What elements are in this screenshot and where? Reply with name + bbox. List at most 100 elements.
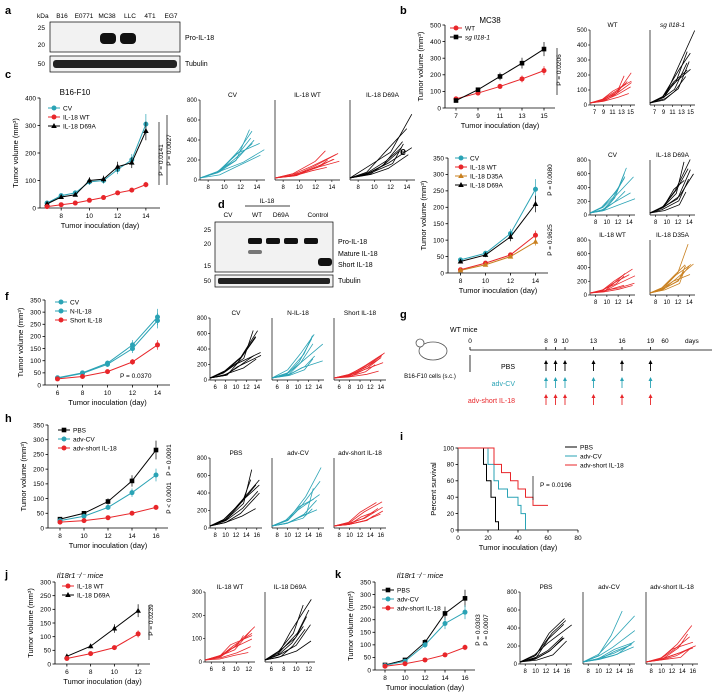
spag-y-tick-label: 400: [187, 138, 198, 144]
spaghetti-h-1: adv-CV 8 10 12 14 16: [271, 450, 324, 539]
spag-y-tick-label: 0: [204, 378, 208, 384]
x-axis-label: Tumor inoculation (day): [61, 221, 140, 230]
spag-title: Short IL-18: [344, 310, 377, 317]
blot-a-mw: 50: [38, 61, 46, 68]
legend-marker: [51, 105, 57, 111]
spaghetti-h-2: adv-short IL-18 8 10 12 14 16: [333, 450, 386, 539]
spag-title: IL-18 WT: [294, 92, 321, 99]
legend-label: PBS: [73, 427, 87, 434]
data-point-WT: [497, 83, 503, 89]
spag-line: [649, 265, 686, 294]
spag-x-tick-label: 14: [377, 385, 384, 391]
x-tick-label: 0: [456, 535, 460, 542]
chart-k-pval: P = 0.0303: [475, 614, 482, 646]
chart-i: 0 20 40 60 80 100 0 20 40 60 80 Tumor inoculation (…: [429, 444, 624, 552]
data-point-IL-18 WT: [135, 631, 141, 637]
x-tick-label: 12: [507, 278, 515, 285]
spag-x-tick-label: 14: [404, 185, 411, 191]
panel-letter-d: d: [218, 199, 225, 211]
data-point-IL-18 D69A: [457, 258, 464, 264]
y-axis-label: Percent survival: [429, 462, 438, 516]
spag-x-tick-label: 12: [295, 533, 302, 539]
arrow-head-icon: [620, 360, 624, 364]
spag-x-tick-label: 8: [654, 300, 658, 306]
legend-marker: [58, 299, 64, 305]
spag-y-tick-label: 400: [577, 43, 588, 49]
spag-x-tick-label: 8: [224, 385, 228, 391]
data-point-IL-18 D69A: [111, 625, 118, 631]
spag-line: [204, 629, 252, 661]
arrow-head-icon: [563, 377, 567, 381]
spag-y-tick-label: 200: [197, 509, 208, 515]
data-point-IL-18 D69A: [135, 607, 141, 613]
spag-line: [271, 467, 322, 527]
data-point-IL-18 D69A: [114, 163, 121, 169]
spag-line: [649, 179, 689, 214]
arrow-head-icon: [553, 377, 558, 381]
y-tick-label: 200: [430, 72, 441, 79]
data-point-IL-18 D69A: [86, 177, 93, 183]
spag-line: [333, 352, 385, 379]
spag-line: [199, 149, 265, 179]
spag-line: [333, 353, 383, 379]
legend-marker: [61, 427, 67, 433]
legend-label: IL-18 WT: [63, 114, 90, 121]
x-tick-label: 40: [514, 535, 522, 542]
spag-x-tick-label: 12: [357, 533, 364, 539]
spag-x-tick-label: 14: [253, 385, 260, 391]
y-tick-label: 0: [47, 661, 51, 668]
y-axis-label: Tumor volume (mm³): [16, 307, 25, 377]
spag-line: [204, 635, 253, 661]
arrow-head-icon: [648, 394, 653, 398]
x-tick-label: 10: [111, 669, 119, 676]
y-tick-label: 200: [25, 150, 36, 157]
spag-line: [209, 352, 261, 379]
survival-step-adv-CV: [458, 447, 526, 530]
data-point-N-IL-18: [155, 318, 160, 324]
data-point-IL-18 WT: [143, 182, 149, 188]
spag-line: [209, 484, 257, 527]
spag-x-tick-label: 14: [686, 220, 693, 226]
panel-letter-e: e: [400, 146, 406, 158]
x-tick-label: 14: [142, 213, 150, 220]
y-tick-label: 200: [433, 205, 444, 212]
spag-line: [264, 609, 310, 661]
spag-x-tick-label: 8: [206, 185, 210, 191]
chart-k-pval: P = 0.0007: [483, 614, 490, 646]
spag-title: adv-short IL-18: [338, 450, 382, 457]
arrow-head-icon: [544, 394, 548, 398]
spag-line: [645, 648, 690, 663]
spag-line: [649, 61, 690, 104]
spag-line: [649, 168, 689, 214]
panel-letter-j: j: [4, 569, 8, 581]
spaghetti-f-0: CV 6 8 10 12 14 0 200 400 600 800: [197, 310, 262, 391]
y-tick-label: 300: [33, 437, 44, 444]
blot-a-mw: 20: [38, 42, 46, 49]
spag-x-tick-label: 15: [627, 110, 634, 116]
y-tick-label: 200: [360, 617, 371, 624]
spag-title: adv-CV: [598, 584, 620, 591]
data-point-adv-short IL-18: [129, 510, 135, 516]
y-tick-label: 100: [33, 496, 44, 503]
y-tick-label: 100: [360, 642, 371, 649]
y-tick-label: 0: [450, 527, 454, 534]
y-tick-label: 50: [34, 370, 42, 377]
spag-x-tick-label: 8: [214, 533, 218, 539]
legend-marker: [385, 605, 391, 611]
y-tick-label: 150: [360, 630, 371, 637]
spag-x-tick-label: 12: [675, 220, 682, 226]
spag-line: [209, 479, 252, 527]
legend-marker: [458, 155, 464, 161]
legend-label: IL-18 WT: [77, 583, 104, 590]
spaghetti-b-0: WT 7 9 11 13 15 0 100 200 300 400 500: [577, 22, 635, 116]
y-tick-label: 300: [40, 579, 51, 586]
spag-line: [349, 143, 404, 179]
chart-i-pval: P = 0.0196: [540, 482, 572, 489]
data-point-IL-18 D69A: [532, 201, 539, 206]
data-point-N-IL-18: [130, 346, 135, 352]
spag-line: [204, 652, 249, 661]
x-tick-label: 10: [482, 278, 490, 285]
blot-d-lane-label: D69A: [273, 212, 290, 219]
